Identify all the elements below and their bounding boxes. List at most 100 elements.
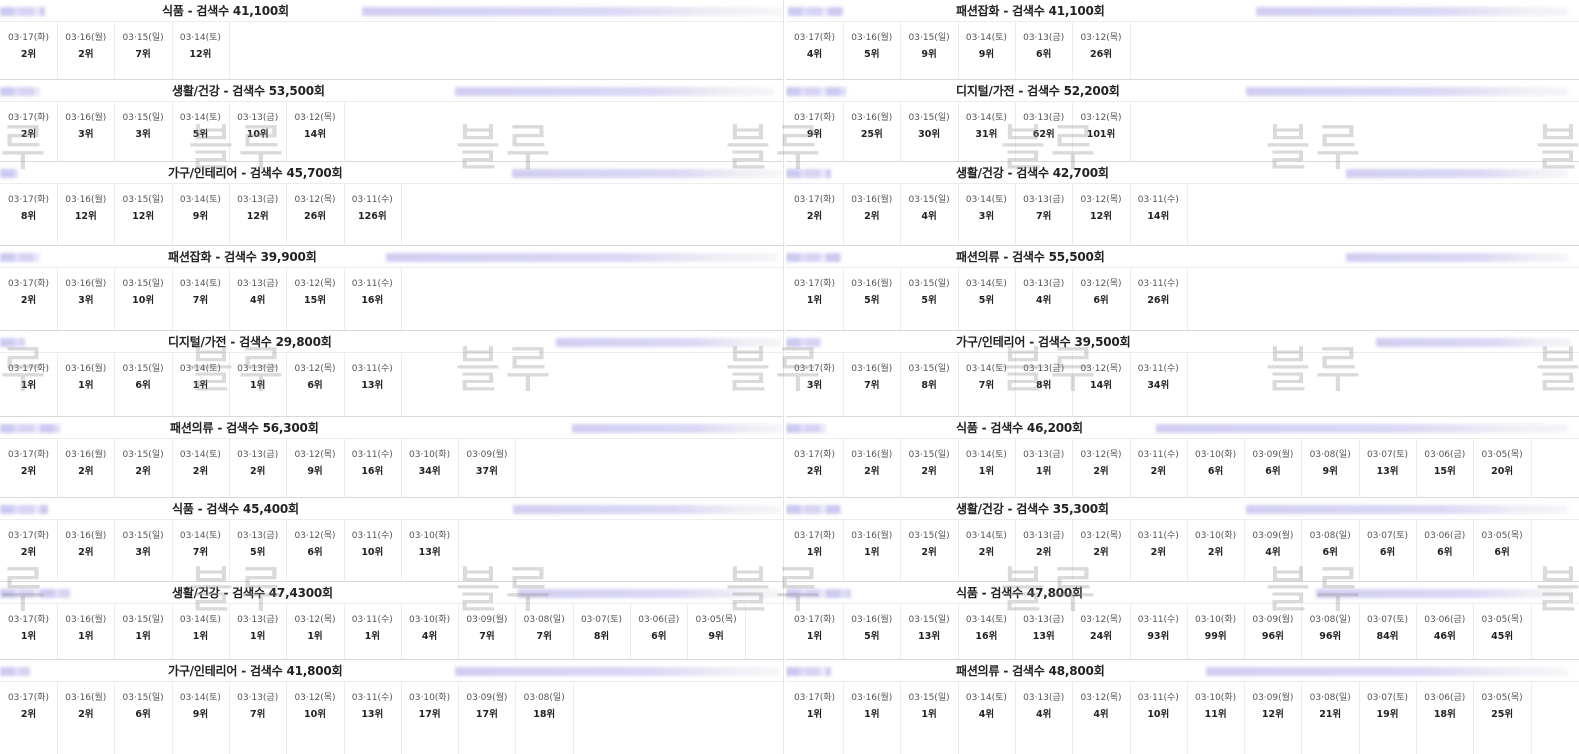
rank-day-cell: 03·17(화) 2위 [0,268,58,331]
rank-value: 13위 [1032,631,1055,642]
rank-value: 10위 [132,295,155,306]
rank-value: 2위 [921,466,937,477]
rank-value: 7위 [536,631,552,642]
rank-value: 7위 [864,380,880,391]
rank-date: 03·08(일) [1309,531,1351,541]
rank-date: 03·14(토) [965,693,1007,703]
rank-value: 84위 [1376,631,1399,642]
rank-date: 03·13(금) [237,450,279,460]
rank-value: 15위 [1433,466,1456,477]
ranking-card: 가구/인테리어 - 검색수 45,700회 03·17(화) 8위 03·16(월) 1… [0,161,783,246]
rank-value: 12위 [1090,211,1112,222]
rank-value: 2위 [921,547,937,558]
rank-day-cell: 03·12(목) 4위 [1073,682,1131,754]
rank-date: 03·16(월) [851,113,893,123]
rank-date: 03·16(월) [65,195,107,205]
rank-value: 1위 [921,709,937,720]
rank-day-cell: 03·17(화) 2위 [786,439,844,498]
card-header: 식품 - 검색수 47,800회 [786,582,1579,603]
rank-date: 03·17(화) [7,531,50,541]
card-title: 패션의류 - 검색수 48,800회 [956,664,1105,678]
rank-date: 03·10(화) [409,693,451,703]
rank-value: 7위 [978,380,995,391]
rank-day-cell: 03·15(일) 9위 [901,22,959,79]
rank-history-row: 03·17(화) 1위 03·16(월) 1위 03·15(일) 6위 03·14(토) 1위… [0,352,783,417]
rank-value: 30위 [918,129,941,140]
rank-date: 03·16(월) [851,531,893,541]
rank-day-cell: 03·13(금) 7위 [1015,184,1074,246]
rank-day-cell: 03·15(일) 2위 [901,439,959,498]
rank-date: 03·07(토) [1366,615,1409,625]
rank-date: 03·08(일) [523,693,565,703]
rank-value: 4위 [1093,709,1109,720]
blurred-keyword-list [1246,87,1568,96]
rank-date: 03·12(목) [1080,33,1122,43]
rank-date: 03·05(목) [1481,693,1523,703]
rank-date: 03·15(일) [122,113,164,123]
card-title: 생활/건강 - 검색수 53,500회 [172,84,325,98]
rank-date: 03·14(토) [179,279,221,289]
rank-history-row: 03·17(화) 3위 03·16(월) 7위 03·15(일) 8위 03·14(토) 7위… [786,352,1579,417]
rank-day-cell: 03·10(화) 13위 [401,520,460,582]
card-header: 식품 - 검색수 46,200회 [786,417,1579,438]
rank-day-cell: 03·14(토) 4위 [958,682,1016,754]
rank-date: 03·11(수) [1137,195,1179,205]
rank-value: 5위 [864,631,880,642]
rank-value: 14위 [304,129,326,140]
blurred-product-name [0,505,48,514]
rank-value: 6위 [135,380,151,391]
rank-date: 03·14(토) [965,531,1007,541]
rank-date: 03·13(금) [1023,450,1065,460]
rank-value: 19위 [1376,709,1399,720]
rank-value: 2위 [1093,547,1109,558]
rank-day-cell: 03·15(일) 2위 [901,520,959,582]
rank-day-cell: 03·09(월) 6위 [1244,439,1303,498]
rank-value: 4위 [1265,547,1281,558]
rank-value: 5위 [864,295,880,306]
rank-date: 03·11(수) [351,279,393,289]
rank-date: 03·13(금) [1023,364,1065,374]
rank-value: 24위 [1090,631,1112,642]
rank-day-cell: 03·15(일) 10위 [115,268,173,331]
rank-day-cell: 03·13(금) 62위 [1015,102,1074,162]
rank-day-cell: 03·11(수) 13위 [344,353,402,417]
rank-date: 03·15(일) [122,531,164,541]
rank-value: 8위 [20,211,37,222]
rank-value: 9위 [192,211,209,222]
rank-day-cell: 03·14(토) 7위 [172,268,230,331]
rank-date: 03·13(금) [237,279,279,289]
rank-history-row: 03·17(화) 1위 03·16(월) 1위 03·15(일) 1위 03·14(토) 4위… [786,681,1579,754]
rank-date: 03·09(월) [1252,693,1294,703]
rank-date: 03·09(월) [1252,615,1294,625]
rank-date: 03·06(금) [1424,531,1466,541]
rank-date: 03·16(월) [851,279,893,289]
rank-date: 03·16(월) [65,113,107,123]
card-title: 패션의류 - 검색수 56,300회 [170,421,319,435]
rank-day-cell: 03·15(일) 1위 [901,682,959,754]
rank-day-cell: 03·17(화) 2위 [0,22,58,79]
rank-date: 03·09(월) [466,450,508,460]
rank-day-cell: 03·15(일) 7위 [115,22,173,79]
rank-day-cell: 03·16(월) 5위 [843,604,902,660]
rank-value: 7위 [135,49,151,60]
ranking-card: 패션의류 - 검색수 56,300회 03·17(화) 2위 03·16(월) 2위 03… [0,416,783,498]
rank-date: 03·16(월) [65,531,107,541]
rank-date: 03·13(금) [1023,279,1065,289]
blurred-keyword-list [512,169,782,178]
rank-day-cell: 03·10(화) 11위 [1187,682,1246,754]
rank-value: 2위 [1150,547,1166,558]
rank-value: 16위 [975,631,998,642]
rank-history-row: 03·17(화) 1위 03·16(월) 5위 03·15(일) 13위 03·14(토) 1… [786,603,1579,660]
rank-date: 03·06(금) [1424,450,1466,460]
card-title: 생활/건강 - 검색수 35,300회 [956,502,1109,516]
rank-value: 9위 [921,49,937,60]
rank-value: 2위 [864,466,880,477]
card-header: 식품 - 검색수 41,100회 [0,0,783,21]
rank-date: 03·09(월) [466,615,508,625]
rank-value: 12위 [74,211,97,222]
card-header: 패션의류 - 검색수 48,800회 [786,660,1579,681]
card-header: 패션의류 - 검색수 55,500회 [786,246,1579,267]
rank-history-row: 03·17(화) 2위 03·16(월) 2위 03·15(일) 6위 03·14(토) 9위… [0,681,783,754]
rank-value: 1위 [806,709,823,720]
rank-day-cell: 03·11(수) 16위 [344,439,402,498]
